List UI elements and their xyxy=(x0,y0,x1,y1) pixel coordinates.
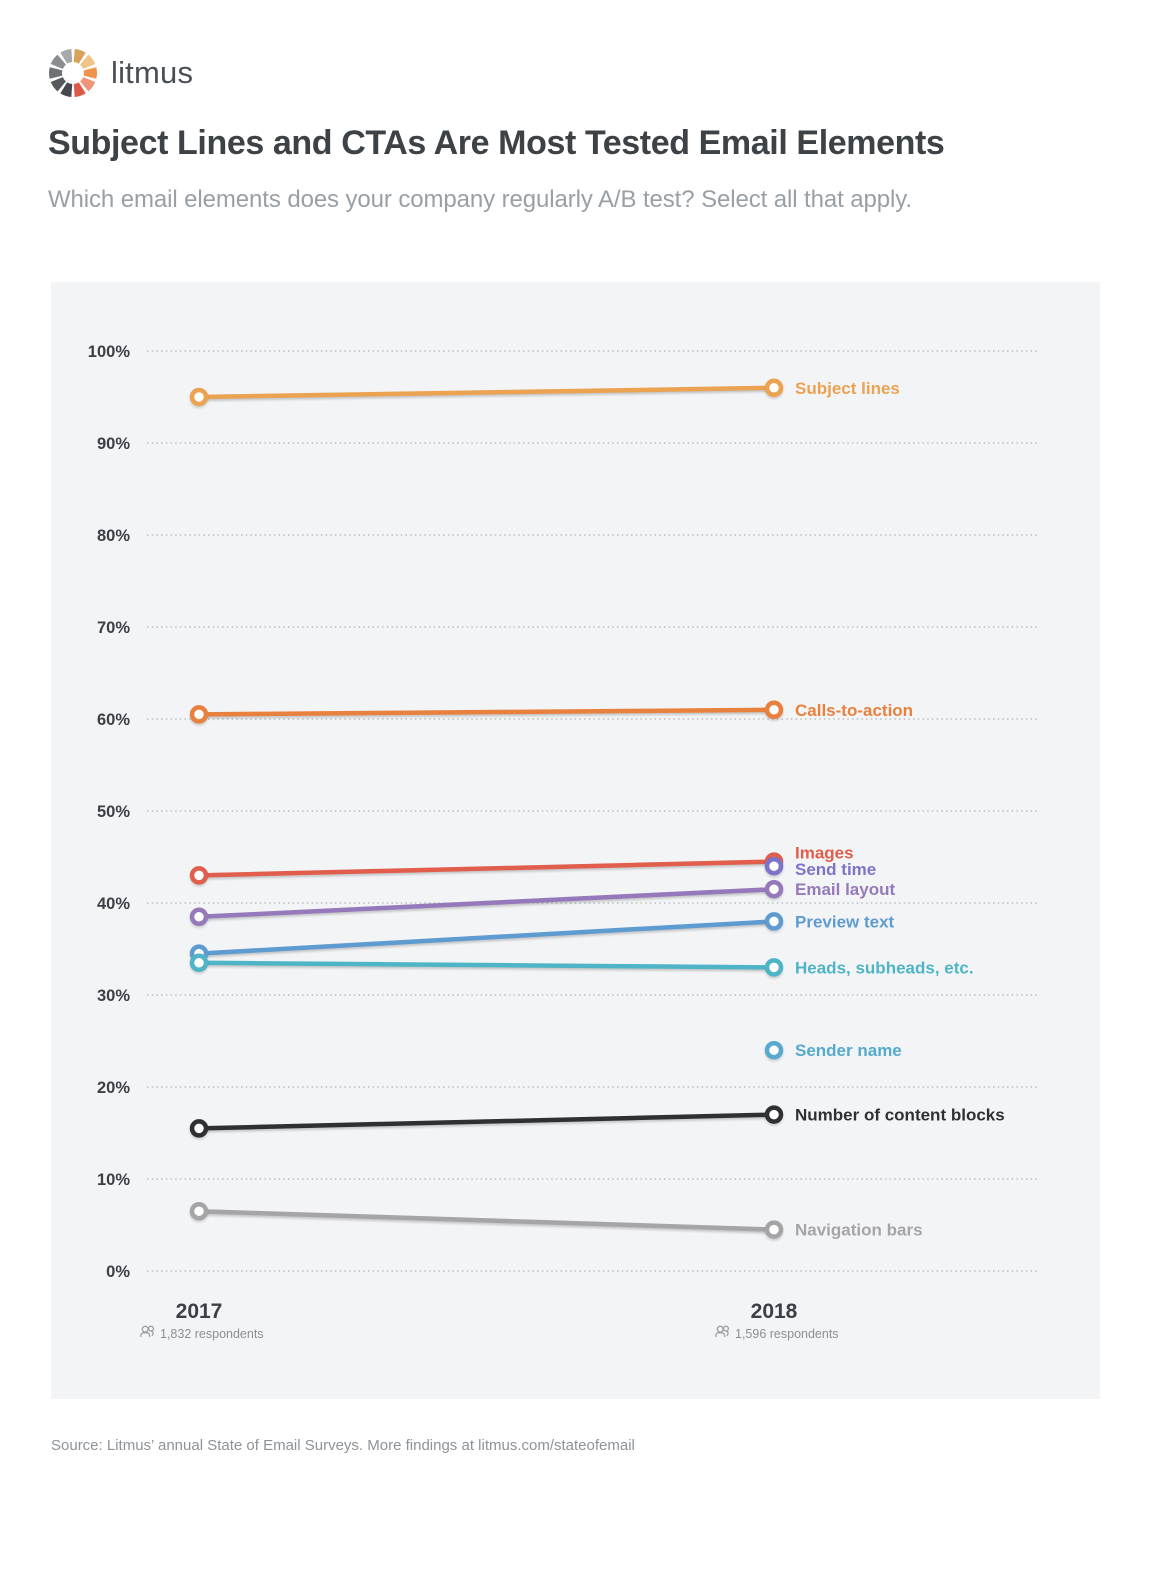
chart-title: Subject Lines and CTAs Are Most Tested E… xyxy=(48,124,945,162)
data-point-calls-to-action-2018 xyxy=(764,700,784,720)
series-label-images: Images xyxy=(795,844,854,863)
litmus-logo-icon xyxy=(49,49,97,97)
logo-segment xyxy=(60,49,73,64)
x-label-2017: 2017 xyxy=(176,1300,223,1323)
logo-segment xyxy=(73,49,86,64)
series-label-send-time: Send time xyxy=(795,860,876,879)
data-point-subject-lines-2018 xyxy=(764,378,784,398)
data-point-email-layout-2018 xyxy=(764,879,784,899)
data-point-sender-name-2018 xyxy=(764,1040,784,1060)
litmus-logo: litmus xyxy=(48,48,193,98)
series-line-preview-text xyxy=(196,919,777,956)
y-tick-label-10: 10% xyxy=(97,1171,130,1189)
data-point-number-of-content-blocks-2018 xyxy=(764,1105,784,1124)
logo-segment xyxy=(83,67,97,79)
litmus-wordmark: litmus xyxy=(111,55,194,90)
data-point-navigation-bars-2018 xyxy=(764,1220,784,1239)
y-tick-label-100: 100% xyxy=(88,343,131,361)
chart-panel: 100% 90% 80% 70% 60% 50% 40% 30% 20% 10% 0% Subject… xyxy=(51,282,1100,1399)
series-line-number-of-content-blocks xyxy=(196,1112,777,1131)
data-point-images-2017 xyxy=(189,866,209,885)
y-tick-label-50: 50% xyxy=(97,803,130,821)
slope-chart: 100% 90% 80% 70% 60% 50% 40% 30% 20% 10% 0% Subject… xyxy=(88,343,1040,1341)
data-point-subject-lines-2017 xyxy=(189,387,209,407)
x-label-2018: 2018 xyxy=(751,1300,798,1323)
logo-segment xyxy=(60,82,73,97)
y-tick-label-90: 90% xyxy=(97,435,130,453)
series-label-navigation-bars: Navigation bars xyxy=(795,1221,923,1240)
logo-segment xyxy=(50,77,66,92)
logo-segment xyxy=(50,54,66,69)
y-tick-label-40: 40% xyxy=(97,895,130,913)
series-line-images xyxy=(196,859,777,878)
respondents-label-2018: 1,596 respondents xyxy=(735,1327,839,1341)
logo-segment xyxy=(80,54,96,69)
people-icon xyxy=(140,1325,155,1338)
series-line-heads-subheads-etc xyxy=(196,960,777,970)
series-line-navigation-bars xyxy=(196,1208,777,1232)
data-point-heads-subheads-etc-2017 xyxy=(189,953,209,973)
series-label-number-of-content-blocks: Number of content blocks xyxy=(795,1106,1005,1125)
people-icon xyxy=(715,1325,730,1338)
data-point-heads-subheads-etc-2018 xyxy=(764,958,784,977)
data-point-calls-to-action-2017 xyxy=(189,705,209,724)
logo-segment xyxy=(73,82,86,97)
logo-segment xyxy=(80,77,96,92)
data-point-number-of-content-blocks-2017 xyxy=(189,1119,209,1138)
data-point-navigation-bars-2017 xyxy=(189,1201,209,1221)
series-line-subject-lines xyxy=(196,385,777,400)
y-tick-label-0: 0% xyxy=(106,1263,130,1281)
y-tick-label-30: 30% xyxy=(97,987,130,1005)
series-label-heads-subheads-etc: Heads, subheads, etc. xyxy=(795,958,974,977)
chart-subtitle: Which email elements does your company r… xyxy=(48,186,912,213)
data-point-preview-text-2018 xyxy=(764,912,784,931)
series-label-preview-text: Preview text xyxy=(795,912,895,931)
data-point-send-time-2018 xyxy=(764,856,784,876)
series-label-email-layout: Email layout xyxy=(795,880,895,899)
series-label-subject-lines: Subject lines xyxy=(795,379,900,398)
series-label-sender-name: Sender name xyxy=(795,1041,902,1060)
series-line-calls-to-action xyxy=(196,707,777,717)
respondents-label-2017: 1,832 respondents xyxy=(160,1327,264,1341)
source-note: Source: Litmus’ annual State of Email Su… xyxy=(51,1437,635,1454)
y-tick-label-70: 70% xyxy=(97,619,130,637)
y-tick-label-60: 60% xyxy=(97,711,130,729)
y-tick-label-80: 80% xyxy=(97,527,130,545)
series-label-calls-to-action: Calls-to-action xyxy=(795,701,913,720)
logo-segment xyxy=(49,67,63,79)
y-tick-label-20: 20% xyxy=(97,1079,130,1097)
data-point-email-layout-2017 xyxy=(189,907,209,927)
series-line-email-layout xyxy=(196,886,777,920)
